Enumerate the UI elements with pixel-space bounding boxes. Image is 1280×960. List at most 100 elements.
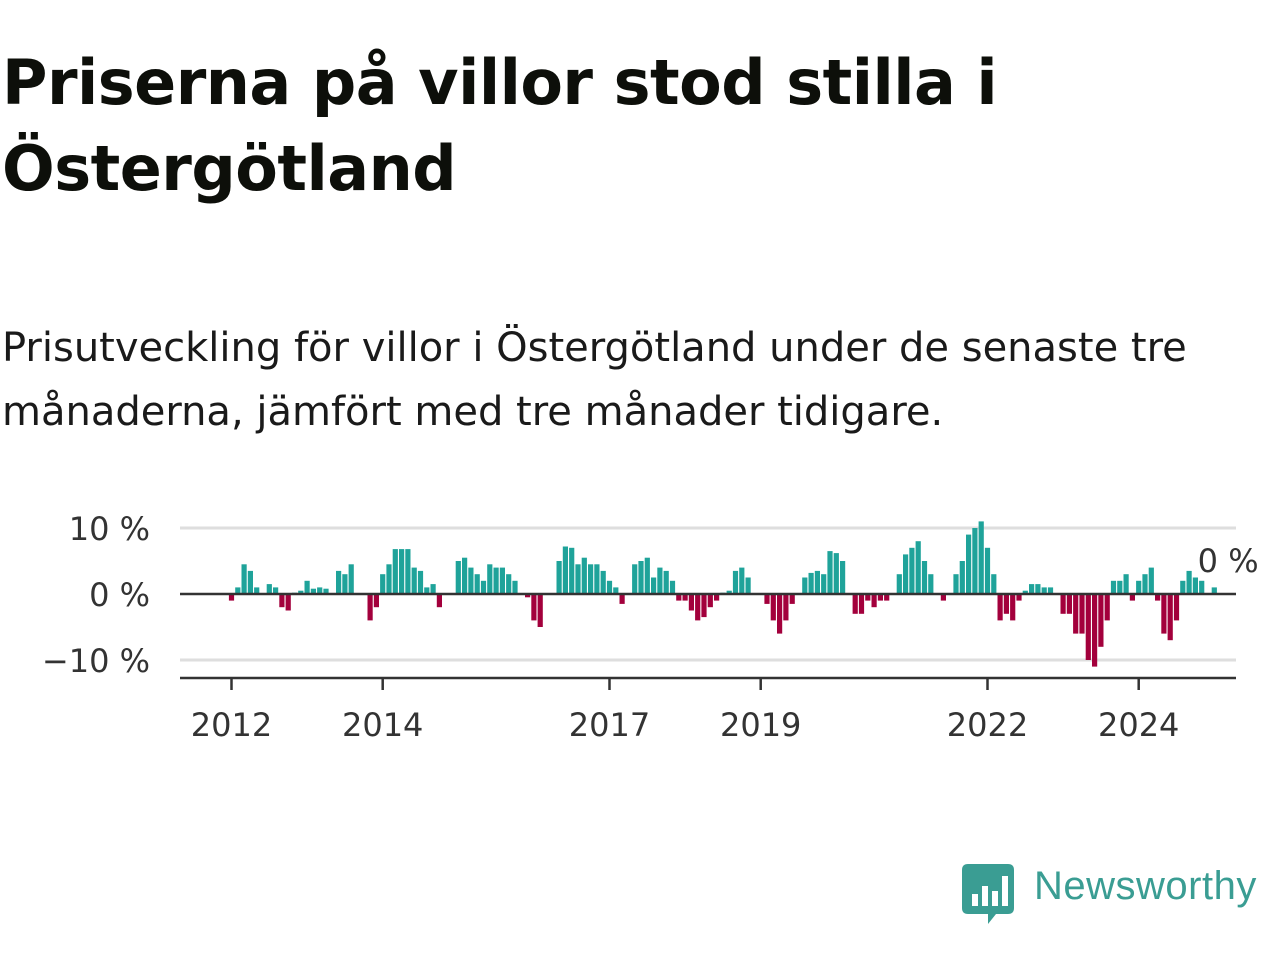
bar [411,567,417,594]
bar [430,584,436,594]
bar [695,594,701,621]
bar [1035,584,1041,594]
bar [991,574,997,594]
bar [764,594,770,604]
bar [266,584,272,594]
bar [1180,580,1186,594]
bar [852,594,858,614]
bar [569,547,575,594]
bar [651,577,657,594]
bar [493,567,499,594]
bar [1136,580,1142,594]
bar [739,567,745,594]
bar [903,554,909,594]
bar [367,594,373,621]
x-tick-label: 2017 [569,706,650,744]
bar [588,564,594,594]
bar [833,553,839,594]
bar [1079,594,1085,634]
bar [373,594,379,608]
bar [896,574,902,594]
bar [380,574,386,594]
chart-subtitle: Prisutveckling för villor i Östergötland… [2,325,1187,435]
bar [1073,594,1079,634]
bar [770,594,776,621]
x-axis: 2012 2014 2017 2019 2022 2024 [180,676,1236,744]
bar [953,574,959,594]
bar [462,557,468,594]
bar [298,590,304,594]
bar [1029,584,1035,594]
bar [392,549,398,594]
bar [1104,594,1110,621]
newsworthy-logo: Newsworthy [962,862,1278,928]
bar [997,594,1003,621]
bar [827,551,833,594]
bar [1129,594,1135,601]
bar [707,594,713,608]
bar [1003,594,1009,614]
bar [323,588,329,594]
bar [676,594,682,601]
bar [235,587,241,594]
x-tick-label: 2024 [1098,706,1179,744]
bar [978,521,984,594]
bar [858,594,865,614]
bar [562,546,568,594]
bar [745,577,751,594]
bar [613,587,619,594]
bar [455,561,461,594]
bar [928,574,934,594]
bar [417,570,424,594]
bar [1060,594,1066,614]
bar [556,561,562,594]
x-tick-label: 2022 [947,706,1028,744]
bar [921,561,928,594]
bar [1010,594,1016,621]
gridlines [180,526,1236,662]
x-tick-label: 2019 [720,706,801,744]
bar [657,567,663,594]
bar [342,574,348,594]
x-tick-label: 2014 [342,706,423,744]
bar [802,577,808,594]
bar [1167,594,1173,641]
y-tick-label: 0 % [89,576,150,614]
bar [279,594,285,608]
bar [531,594,537,621]
bar [575,564,581,594]
bar [1142,574,1148,594]
last-value-label: 0 % [1198,542,1259,580]
bar [310,588,316,594]
bar [499,567,505,594]
y-tick-label: −10 % [42,642,150,680]
bar-chart-speech-bubble-icon [962,864,1014,924]
bar [1123,574,1129,594]
bar [600,570,606,594]
bar [506,574,512,594]
bar [632,564,638,594]
bar [1199,580,1205,594]
brand-name: Newsworthy [1034,864,1257,908]
bar [884,594,890,601]
bar [821,574,827,594]
bar [436,594,442,608]
bar [1085,594,1091,660]
bars [228,521,1217,667]
bar [474,574,480,594]
bar [399,549,405,594]
bar [247,570,253,594]
bar [808,572,814,594]
x-tick-label: 2012 [191,706,272,744]
bar [984,547,991,594]
bar [1148,567,1154,594]
y-tick-label: 10 % [69,510,150,548]
bar-chart: 10 % 0 % −10 % 2012 2014 2017 2019 2022 2024 0 … [42,510,1259,744]
bar [228,594,235,601]
bar [487,564,493,594]
bar [1192,577,1198,594]
bar [865,594,871,601]
bar [468,567,474,594]
bar [909,547,915,594]
bar [940,594,946,601]
